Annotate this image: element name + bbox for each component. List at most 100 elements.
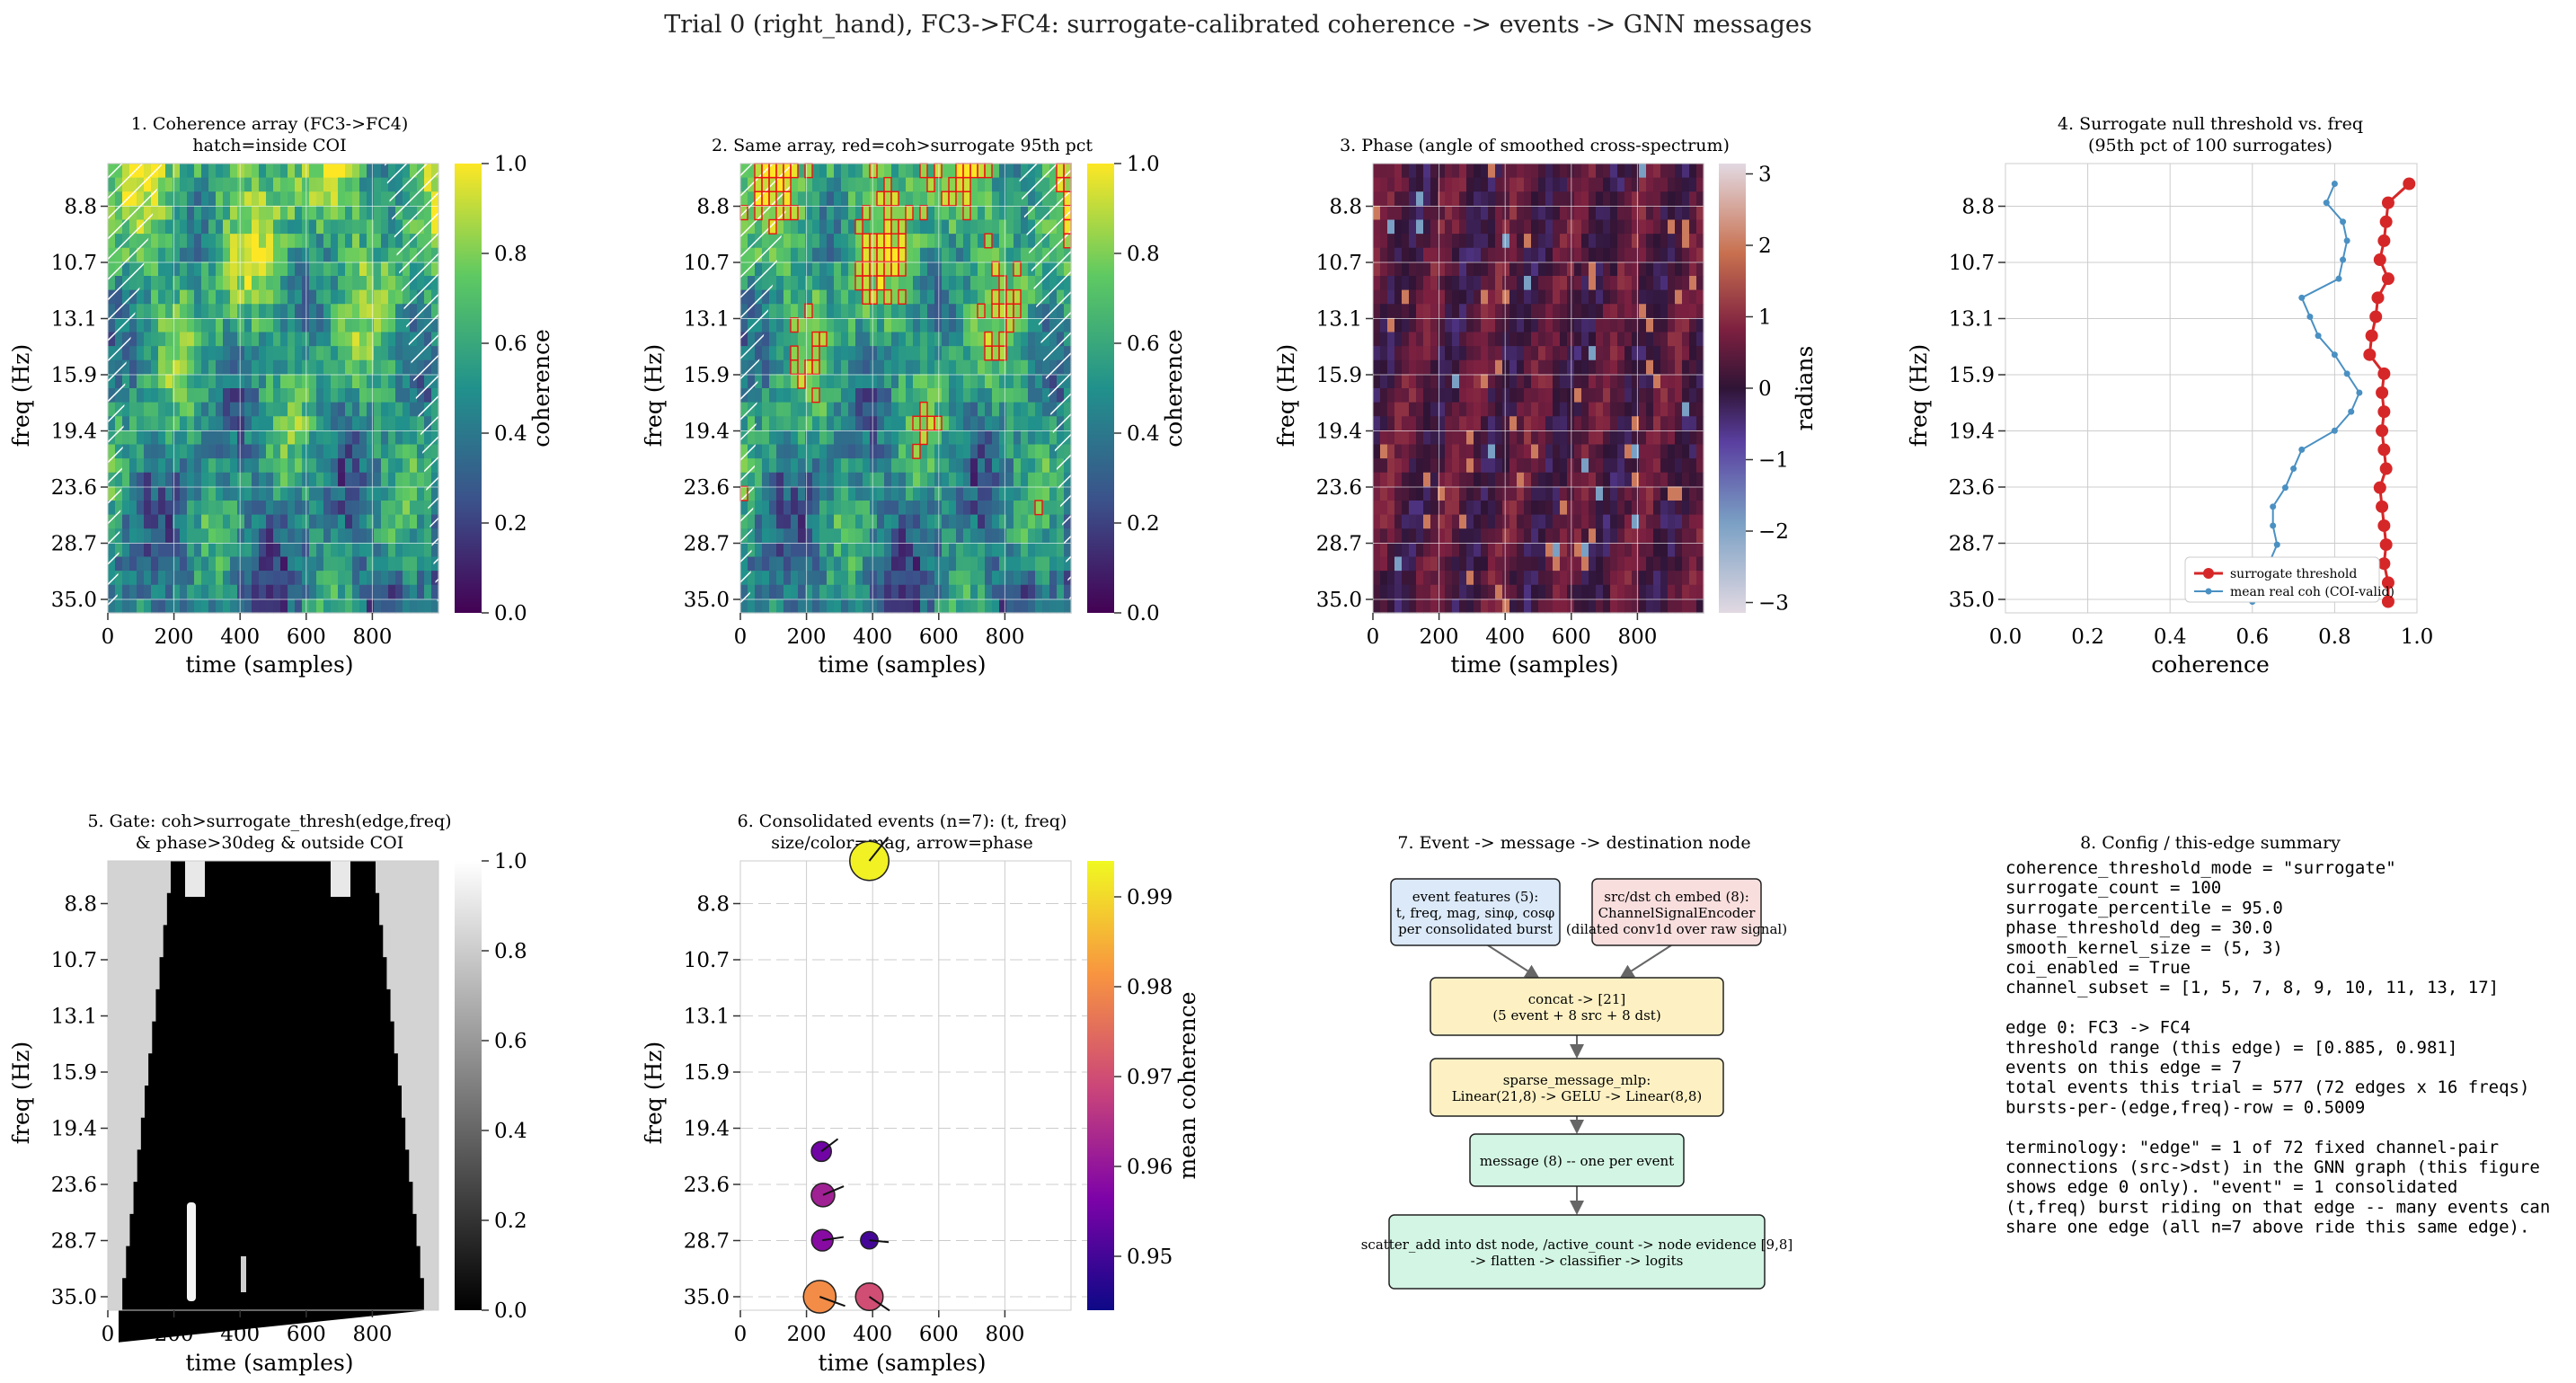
phase-cell [1373,388,1381,403]
phase-cell [1560,402,1568,417]
heatmap-cell [985,458,993,474]
heatmap-cell [877,346,885,361]
heatmap-cell [165,501,173,516]
heatmap-cell [187,205,195,221]
heatmap-cell [410,416,418,431]
heatmap-cell [1028,289,1036,305]
heatmap-cell [273,177,281,192]
heatmap-cell [956,317,964,333]
phase-cell [1380,402,1388,417]
phase-cell [1416,262,1424,277]
heatmap-cell [374,247,382,262]
heatmap-cell [230,444,238,459]
heatmap-cell [906,304,914,319]
heatmap-cell [137,388,145,403]
heatmap-cell [244,205,252,221]
phase-cell [1423,234,1431,249]
phase-cell [1416,571,1424,586]
heatmap-cell [173,164,181,179]
above-threshold-outline [977,303,986,319]
phase-cell [1380,346,1388,361]
heatmap-cell [352,598,360,614]
heatmap-cell [841,584,849,599]
phase-cell [1617,219,1625,235]
heatmap-cell [899,486,907,501]
cbar-tick-label: 0.0 [494,1299,527,1323]
panel-7-pipeline: 7. Event -> message -> destination node … [1361,833,1793,1290]
heatmap-cell [870,388,878,403]
heatmap-cell [309,234,317,249]
heatmap-cell [762,472,770,487]
heatmap-cell [165,276,173,291]
phase-cell [1560,332,1568,347]
phase-cell [1423,388,1431,403]
heatmap-cell [180,317,188,333]
heatmap-cell [201,262,209,277]
heatmap-cell [884,304,892,319]
heatmap-cell [978,528,986,544]
series-point [2323,199,2330,207]
heatmap-cell [776,528,784,544]
heatmap-cell [884,472,892,487]
phase-cell [1610,584,1618,599]
heatmap-cell [338,219,346,235]
phase-cell [1689,177,1697,192]
heatmap-cell [352,584,360,599]
phase-cell [1459,332,1467,347]
phase-cell [1524,262,1532,277]
phase-cell [1560,416,1568,431]
heatmap-cell [899,247,907,262]
heatmap-cell [273,374,281,389]
heatmap-cell [165,388,173,403]
phase-cell [1452,276,1460,291]
heatmap-cell [812,501,820,516]
phase-cell [1660,430,1669,446]
heatmap-cell [259,219,267,235]
phase-cell [1639,598,1647,614]
heatmap-cell [999,289,1007,305]
heatmap-cell [891,317,899,333]
heatmap-cell [144,444,152,459]
heatmap-cell [266,164,274,179]
phase-cell [1474,247,1482,262]
phase-cell [1653,542,1661,558]
phase-cell [1639,571,1647,586]
heatmap-cell [906,177,914,192]
phase-cell [1545,501,1554,516]
heatmap-cell [927,359,935,375]
heatmap-cell [791,542,799,558]
heatmap-cell [244,164,252,179]
phase-cell [1538,486,1546,501]
phase-cell [1452,584,1460,599]
heatmap-cell [309,486,317,501]
phase-cell [1517,430,1525,446]
phase-cell [1495,472,1503,487]
phase-cell [1430,542,1438,558]
heatmap-cell [273,332,281,347]
phase-cell [1696,191,1704,207]
heatmap-cell [259,571,267,586]
phase-cell [1596,164,1604,179]
heatmap-cell [165,542,173,558]
phase-cell [1402,584,1410,599]
phase-cell [1660,501,1669,516]
heatmap-cell [252,584,260,599]
phase-cell [1538,332,1546,347]
heatmap-cell [338,262,346,277]
phase-cell [1596,374,1604,389]
heatmap-cell [884,556,892,572]
heatmap-cell [834,276,842,291]
heatmap-cell [374,388,382,403]
phase-cell [1474,501,1482,516]
phase-cell [1689,205,1697,221]
heatmap-cell [791,219,799,235]
heatmap-cell [151,430,159,446]
heatmap-cell [223,205,231,221]
heatmap-cell [992,416,1000,431]
heatmap-cell [1021,501,1029,516]
heatmap-cell [144,458,152,474]
phase-cell [1509,276,1518,291]
heatmap-cell [891,276,899,291]
phase-cell [1653,304,1661,319]
heatmap-cell [122,472,130,487]
